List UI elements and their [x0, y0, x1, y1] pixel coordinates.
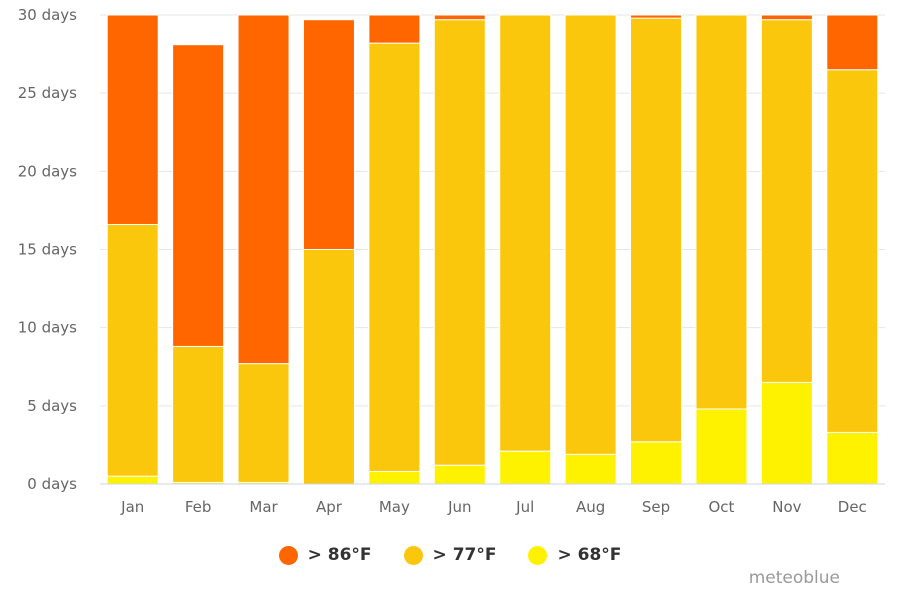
bar-segment[interactable] — [826, 14, 879, 71]
x-tick-label: Mar — [249, 498, 278, 516]
bar-segment[interactable] — [695, 14, 748, 410]
y-tick-label: 15 days — [18, 241, 77, 259]
y-tick-label: 20 days — [18, 162, 77, 180]
bar-segment[interactable] — [106, 14, 159, 225]
legend-marker — [403, 545, 423, 565]
bar-segment[interactable] — [564, 14, 617, 455]
y-tick-label: 5 days — [27, 397, 77, 415]
bar-segment[interactable] — [106, 223, 159, 477]
bar-segment[interactable] — [106, 475, 159, 485]
credit-text[interactable]: meteoblue — [748, 568, 840, 588]
legend: > 86°F > 77°F > 68°F — [0, 540, 900, 570]
bar-segment[interactable] — [433, 464, 486, 485]
bar-segment[interactable] — [695, 408, 748, 485]
y-tick-label: 30 days — [18, 6, 77, 24]
bar-segment[interactable] — [302, 19, 355, 250]
bar-segment[interactable] — [564, 453, 617, 485]
bar-segment[interactable] — [630, 14, 683, 19]
bars — [106, 14, 879, 485]
grid-lines — [100, 14, 885, 407]
bar-segment[interactable] — [630, 441, 683, 485]
legend-item-86f[interactable]: > 86°F — [278, 545, 372, 565]
legend-marker — [278, 545, 298, 565]
x-tick-label: Aug — [576, 498, 605, 516]
bar-segment[interactable] — [760, 19, 813, 383]
bar-segment[interactable] — [826, 431, 879, 485]
legend-item-77f[interactable]: > 77°F — [403, 545, 497, 565]
bar-segment[interactable] — [172, 345, 225, 483]
bar-segment[interactable] — [826, 69, 879, 433]
x-tick-label: May — [379, 498, 410, 516]
bar-segment[interactable] — [237, 14, 290, 365]
chart: 0 days 5 days 10 days 15 days 20 days 25 days… — [18, 6, 885, 516]
x-tick-label: Jul — [515, 498, 534, 516]
bar-segment[interactable] — [368, 470, 421, 485]
y-tick-label: 10 days — [18, 319, 77, 337]
legend-item-68f[interactable]: > 68°F — [528, 545, 621, 565]
bar-segment[interactable] — [368, 42, 421, 472]
x-tick-label: Sep — [642, 498, 670, 516]
y-tick-label: 0 days — [27, 475, 77, 493]
legend-label: > 86°F — [307, 545, 372, 565]
bar-segment[interactable] — [499, 14, 552, 452]
bar-segment[interactable] — [172, 44, 225, 347]
y-axis: 0 days 5 days 10 days 15 days 20 days 25 days… — [18, 6, 77, 493]
bar-segment[interactable] — [368, 14, 421, 44]
legend-label: > 77°F — [432, 545, 497, 565]
x-tick-label: Jun — [447, 498, 471, 516]
x-tick-label: Oct — [708, 498, 734, 516]
bar-segment[interactable] — [760, 14, 813, 21]
x-tick-label: Feb — [185, 498, 212, 516]
bar-segment[interactable] — [433, 19, 486, 466]
x-tick-label: Jan — [120, 498, 144, 516]
bar-segment[interactable] — [237, 363, 290, 483]
x-axis: Jan Feb Mar Apr May Jun Jul Aug Sep Oct Nov Dec — [120, 498, 867, 516]
x-tick-label: Dec — [838, 498, 867, 516]
x-tick-label: Apr — [316, 498, 343, 516]
bar-segment[interactable] — [302, 249, 355, 485]
legend-label: > 68°F — [557, 545, 622, 565]
bar-segment[interactable] — [433, 14, 486, 21]
legend-marker — [528, 545, 548, 565]
bar-segment[interactable] — [630, 17, 683, 443]
x-tick-label: Nov — [772, 498, 801, 516]
bar-segment[interactable] — [499, 450, 552, 485]
bar-segment[interactable] — [760, 381, 813, 485]
y-tick-label: 25 days — [18, 84, 77, 102]
